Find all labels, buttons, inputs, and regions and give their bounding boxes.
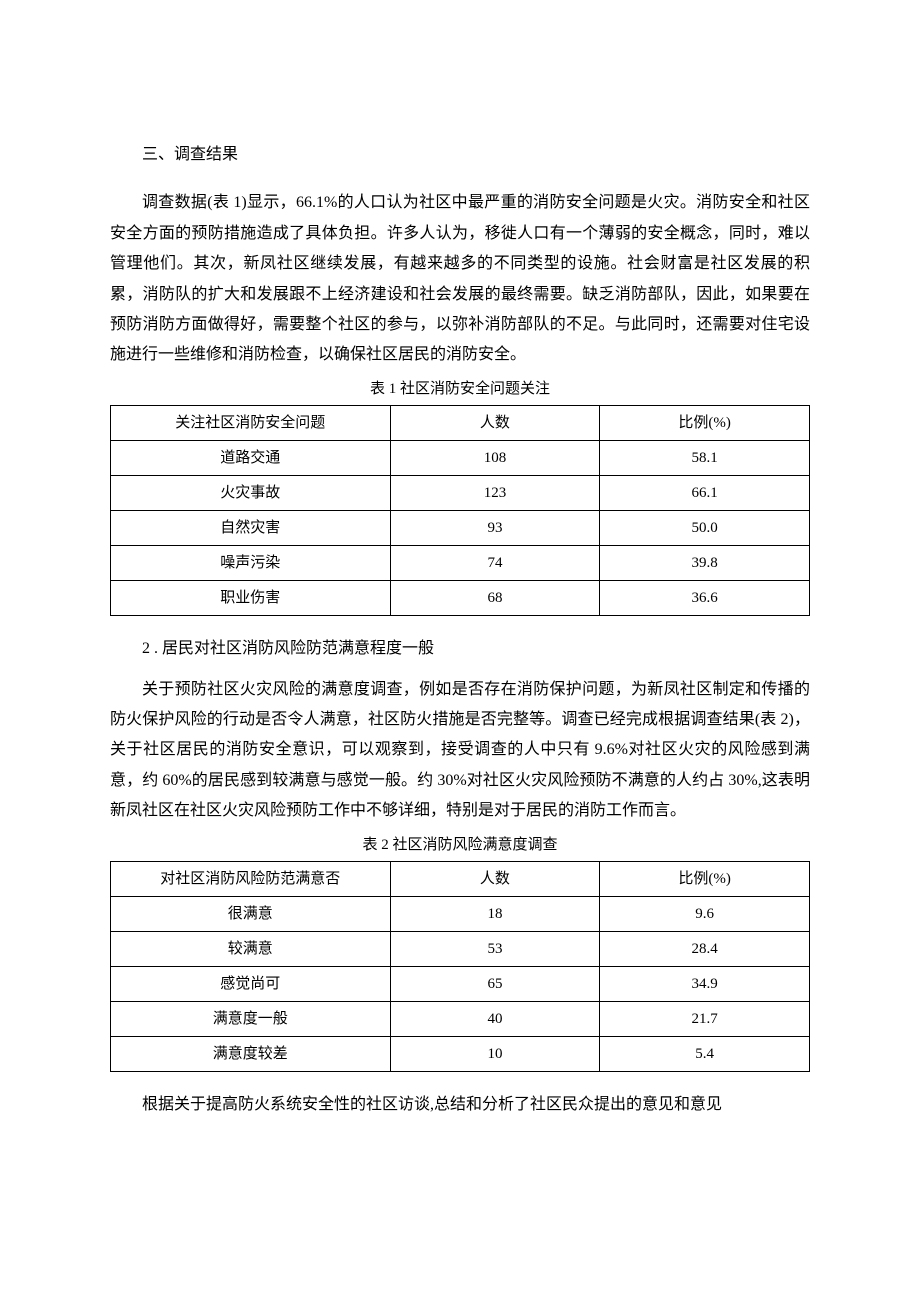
page: 三、调查结果 调查数据(表 1)显示，66.1%的人口认为社区中最严重的消防安全… — [0, 0, 920, 1301]
paragraph-1: 调查数据(表 1)显示，66.1%的人口认为社区中最严重的消防安全问题是火灾。消… — [110, 188, 810, 370]
table2: 对社区消防风险防范满意否 人数 比例(%) 很满意 18 9.6 较满意 53 … — [110, 861, 810, 1072]
table-cell: 自然灾害 — [111, 511, 391, 546]
table-row: 满意度一般 40 21.7 — [111, 1002, 810, 1037]
table-cell: 职业伤害 — [111, 581, 391, 616]
table-cell: 5.4 — [600, 1037, 810, 1072]
table-cell: 9.6 — [600, 897, 810, 932]
table-row: 职业伤害 68 36.6 — [111, 581, 810, 616]
table-cell: 40 — [390, 1002, 600, 1037]
table-cell: 满意度一般 — [111, 1002, 391, 1037]
table-cell: 65 — [390, 967, 600, 1002]
table-row: 噪声污染 74 39.8 — [111, 546, 810, 581]
table-cell: 58.1 — [600, 441, 810, 476]
table-cell: 123 — [390, 476, 600, 511]
table-cell: 很满意 — [111, 897, 391, 932]
table-cell: 39.8 — [600, 546, 810, 581]
table-cell: 108 — [390, 441, 600, 476]
table-cell: 18 — [390, 897, 600, 932]
table-cell: 满意度较差 — [111, 1037, 391, 1072]
table-cell: 34.9 — [600, 967, 810, 1002]
table-cell: 较满意 — [111, 932, 391, 967]
table-cell: 火灾事故 — [111, 476, 391, 511]
table1: 关注社区消防安全问题 人数 比例(%) 道路交通 108 58.1 火灾事故 1… — [110, 405, 810, 616]
table2-caption: 表 2 社区消防风险满意度调查 — [110, 831, 810, 860]
table-row: 较满意 53 28.4 — [111, 932, 810, 967]
table-cell: 噪声污染 — [111, 546, 391, 581]
table-cell: 66.1 — [600, 476, 810, 511]
table-row: 感觉尚可 65 34.9 — [111, 967, 810, 1002]
table-row: 火灾事故 123 66.1 — [111, 476, 810, 511]
table-header-cell: 对社区消防风险防范满意否 — [111, 862, 391, 897]
section-heading: 三、调查结果 — [110, 140, 810, 170]
table-cell: 50.0 — [600, 511, 810, 546]
table-cell: 道路交通 — [111, 441, 391, 476]
table-header-cell: 关注社区消防安全问题 — [111, 406, 391, 441]
table-row: 道路交通 108 58.1 — [111, 441, 810, 476]
table-row: 很满意 18 9.6 — [111, 897, 810, 932]
table-header-cell: 人数 — [390, 406, 600, 441]
table-row: 满意度较差 10 5.4 — [111, 1037, 810, 1072]
table-cell: 36.6 — [600, 581, 810, 616]
table-header-cell: 比例(%) — [600, 406, 810, 441]
table1-caption: 表 1 社区消防安全问题关注 — [110, 375, 810, 404]
table-row: 对社区消防风险防范满意否 人数 比例(%) — [111, 862, 810, 897]
table-row: 关注社区消防安全问题 人数 比例(%) — [111, 406, 810, 441]
table-cell: 53 — [390, 932, 600, 967]
paragraph-3: 根据关于提高防火系统安全性的社区访谈,总结和分析了社区民众提出的意见和意见 — [110, 1090, 810, 1120]
table-cell: 感觉尚可 — [111, 967, 391, 1002]
table-cell: 28.4 — [600, 932, 810, 967]
table-cell: 74 — [390, 546, 600, 581]
paragraph-2: 关于预防社区火灾风险的满意度调查，例如是否存在消防保护问题，为新凤社区制定和传播… — [110, 675, 810, 827]
table-cell: 93 — [390, 511, 600, 546]
table-cell: 10 — [390, 1037, 600, 1072]
subheading-2: 2 . 居民对社区消防风险防范满意程度一般 — [110, 634, 810, 664]
table-row: 自然灾害 93 50.0 — [111, 511, 810, 546]
table-header-cell: 人数 — [390, 862, 600, 897]
table-cell: 68 — [390, 581, 600, 616]
table-header-cell: 比例(%) — [600, 862, 810, 897]
table-cell: 21.7 — [600, 1002, 810, 1037]
